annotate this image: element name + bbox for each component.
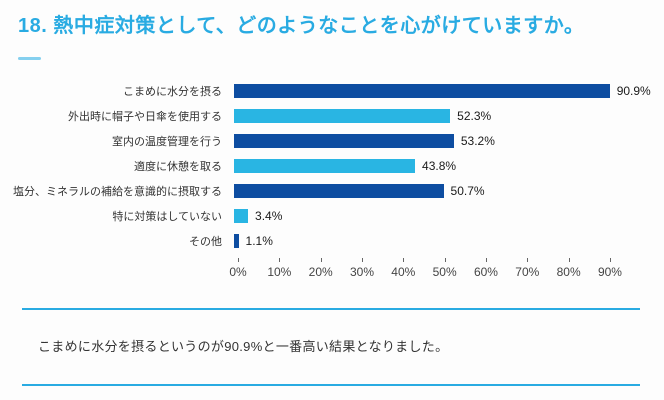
bar-area: 1.1% (234, 233, 273, 248)
category-label: 外出時に帽子や日傘を使用する (68, 110, 222, 123)
bar-row: 塩分、ミネラルの補給を意識的に摂取する 50.7% (10, 178, 664, 203)
bar-area: 3.4% (234, 208, 283, 223)
bar-area: 52.3% (234, 108, 492, 123)
bar (234, 233, 239, 248)
title-accent-line (18, 57, 41, 60)
page-title: 18. 熱中症対策として、どのようなことを心がけていますか。 (18, 15, 585, 37)
note-text: こまめに水分を摂るというのが90.9%と一番高い結果となりました。 (38, 339, 449, 354)
bar-row: こまめに水分を摂る 90.9% (10, 78, 664, 103)
x-axis-tick-label: 40% (391, 265, 416, 279)
bar-chart: こまめに水分を摂る 90.9% 外出時に帽子や日傘を使用する 52.3% 室内の温度管理… (0, 78, 664, 284)
category-label: こまめに水分を摂る (123, 85, 222, 98)
value-label: 3.4% (255, 208, 283, 223)
x-axis-tick-mark (609, 258, 611, 262)
category-label: その他 (189, 235, 222, 248)
x-axis-tick-label: 10% (267, 265, 292, 279)
category-label: 室内の温度管理を行う (112, 135, 222, 148)
x-axis-tick-mark (320, 258, 322, 262)
bar (234, 133, 454, 148)
bar-row: その他 1.1% (10, 228, 664, 253)
x-axis-tick-label: 90% (597, 265, 622, 279)
x-axis-tick-mark (527, 258, 529, 262)
category-label: 塩分、ミネラルの補給を意識的に摂取する (13, 185, 222, 198)
x-axis-tick-mark (403, 258, 405, 262)
category-label: 適度に休憩を取る (134, 160, 222, 173)
x-axis-tick-mark (444, 258, 446, 262)
x-axis-tick-label: 50% (432, 265, 457, 279)
x-axis-tick-mark (568, 258, 570, 262)
bar-area: 90.9% (234, 83, 651, 98)
x-axis-tick-mark (238, 258, 239, 262)
header: 18. 熱中症対策として、どのようなことを心がけていますか。 (0, 0, 664, 40)
x-axis-tick-mark (361, 258, 363, 262)
x-axis: 0% 10% 20% 30% 40% 50% 60% 70% 80% 90% (229, 258, 658, 284)
bar-row: 適度に休憩を取る 43.8% (10, 153, 664, 178)
value-label: 90.9% (616, 83, 651, 98)
x-axis-tick-label: 80% (556, 265, 581, 279)
x-axis-tick-mark (485, 258, 487, 262)
bar-chart-rows: こまめに水分を摂る 90.9% 外出時に帽子や日傘を使用する 52.3% 室内の温度管理… (10, 78, 664, 253)
bar-area: 53.2% (234, 133, 495, 148)
value-label: 43.8% (422, 158, 457, 173)
value-label: 52.3% (457, 108, 492, 123)
x-axis-tick-label: 0% (229, 265, 247, 279)
note-section: こまめに水分を摂るというのが90.9%と一番高い結果となりました。 (22, 308, 640, 386)
value-label: 50.7% (450, 183, 485, 198)
x-axis-tick-label: 60% (473, 265, 498, 279)
bar-row: 特に対策はしていない 3.4% (10, 203, 664, 228)
bar (234, 108, 451, 123)
category-label: 特に対策はしていない (112, 210, 222, 223)
bar-area: 43.8% (234, 158, 457, 173)
x-axis-tick-label: 70% (515, 265, 540, 279)
bar-row: 外出時に帽子や日傘を使用する 52.3% (10, 103, 664, 128)
x-axis-tick-label: 20% (308, 265, 333, 279)
x-axis-tick-label: 30% (349, 265, 374, 279)
bar (234, 158, 416, 173)
value-label: 53.2% (460, 133, 495, 148)
x-axis-tick-mark (279, 258, 281, 262)
value-label: 1.1% (245, 233, 273, 248)
bar-area: 50.7% (234, 183, 485, 198)
bar-row: 室内の温度管理を行う 53.2% (10, 128, 664, 153)
bar (234, 83, 610, 98)
bar (234, 208, 249, 223)
bar (234, 183, 444, 198)
